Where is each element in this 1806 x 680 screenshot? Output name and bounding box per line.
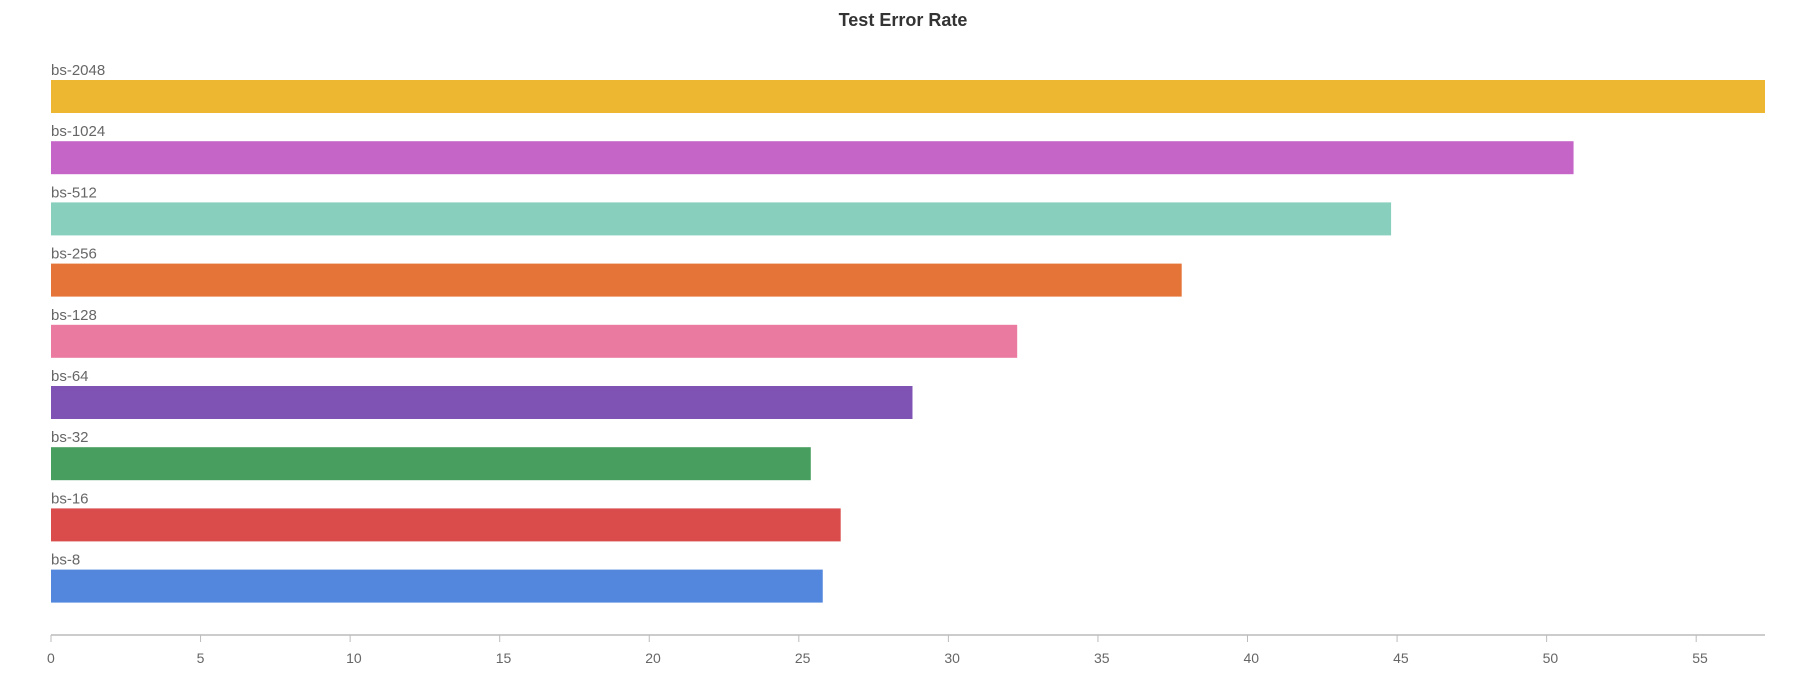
bar-bs-128[interactable]: [51, 324, 1018, 358]
x-tick-label-5: 5: [197, 650, 205, 666]
x-tick-label-45: 45: [1393, 650, 1409, 666]
bar-label-bs-8: bs-8: [51, 552, 80, 569]
bar-label-bs-128: bs-128: [51, 307, 97, 324]
x-tick-label-25: 25: [795, 650, 811, 666]
bar-bs-64[interactable]: [51, 386, 913, 419]
bar-label-bs-16: bs-16: [51, 490, 89, 507]
x-tick-label-20: 20: [645, 650, 661, 666]
bar-label-bs-1024: bs-1024: [51, 123, 105, 140]
bar-label-bs-256: bs-256: [51, 246, 97, 263]
x-tick-label-15: 15: [496, 650, 512, 666]
x-tick-label-30: 30: [944, 650, 960, 666]
x-tick-label-55: 55: [1692, 650, 1708, 666]
bar-bs-512[interactable]: [51, 202, 1392, 236]
x-tick-label-10: 10: [346, 650, 362, 666]
bar-label-bs-2048: bs-2048: [51, 62, 105, 79]
bar-bs-1024[interactable]: [51, 141, 1574, 175]
bar-bs-256[interactable]: [51, 263, 1182, 297]
x-tick-label-0: 0: [47, 650, 55, 666]
bar-bs-8[interactable]: [51, 569, 823, 603]
bar-label-bs-512: bs-512: [51, 184, 97, 201]
bar-label-bs-64: bs-64: [51, 368, 89, 385]
bar-bs-32[interactable]: [51, 447, 811, 481]
x-tick-label-40: 40: [1244, 650, 1260, 666]
bar-bs-2048[interactable]: [51, 80, 1765, 113]
chart-title: Test Error Rate: [838, 10, 968, 30]
bar-bs-16[interactable]: [51, 508, 841, 542]
bar-label-bs-32: bs-32: [51, 429, 89, 446]
x-tick-label-50: 50: [1543, 650, 1559, 666]
x-tick-label-35: 35: [1094, 650, 1110, 666]
